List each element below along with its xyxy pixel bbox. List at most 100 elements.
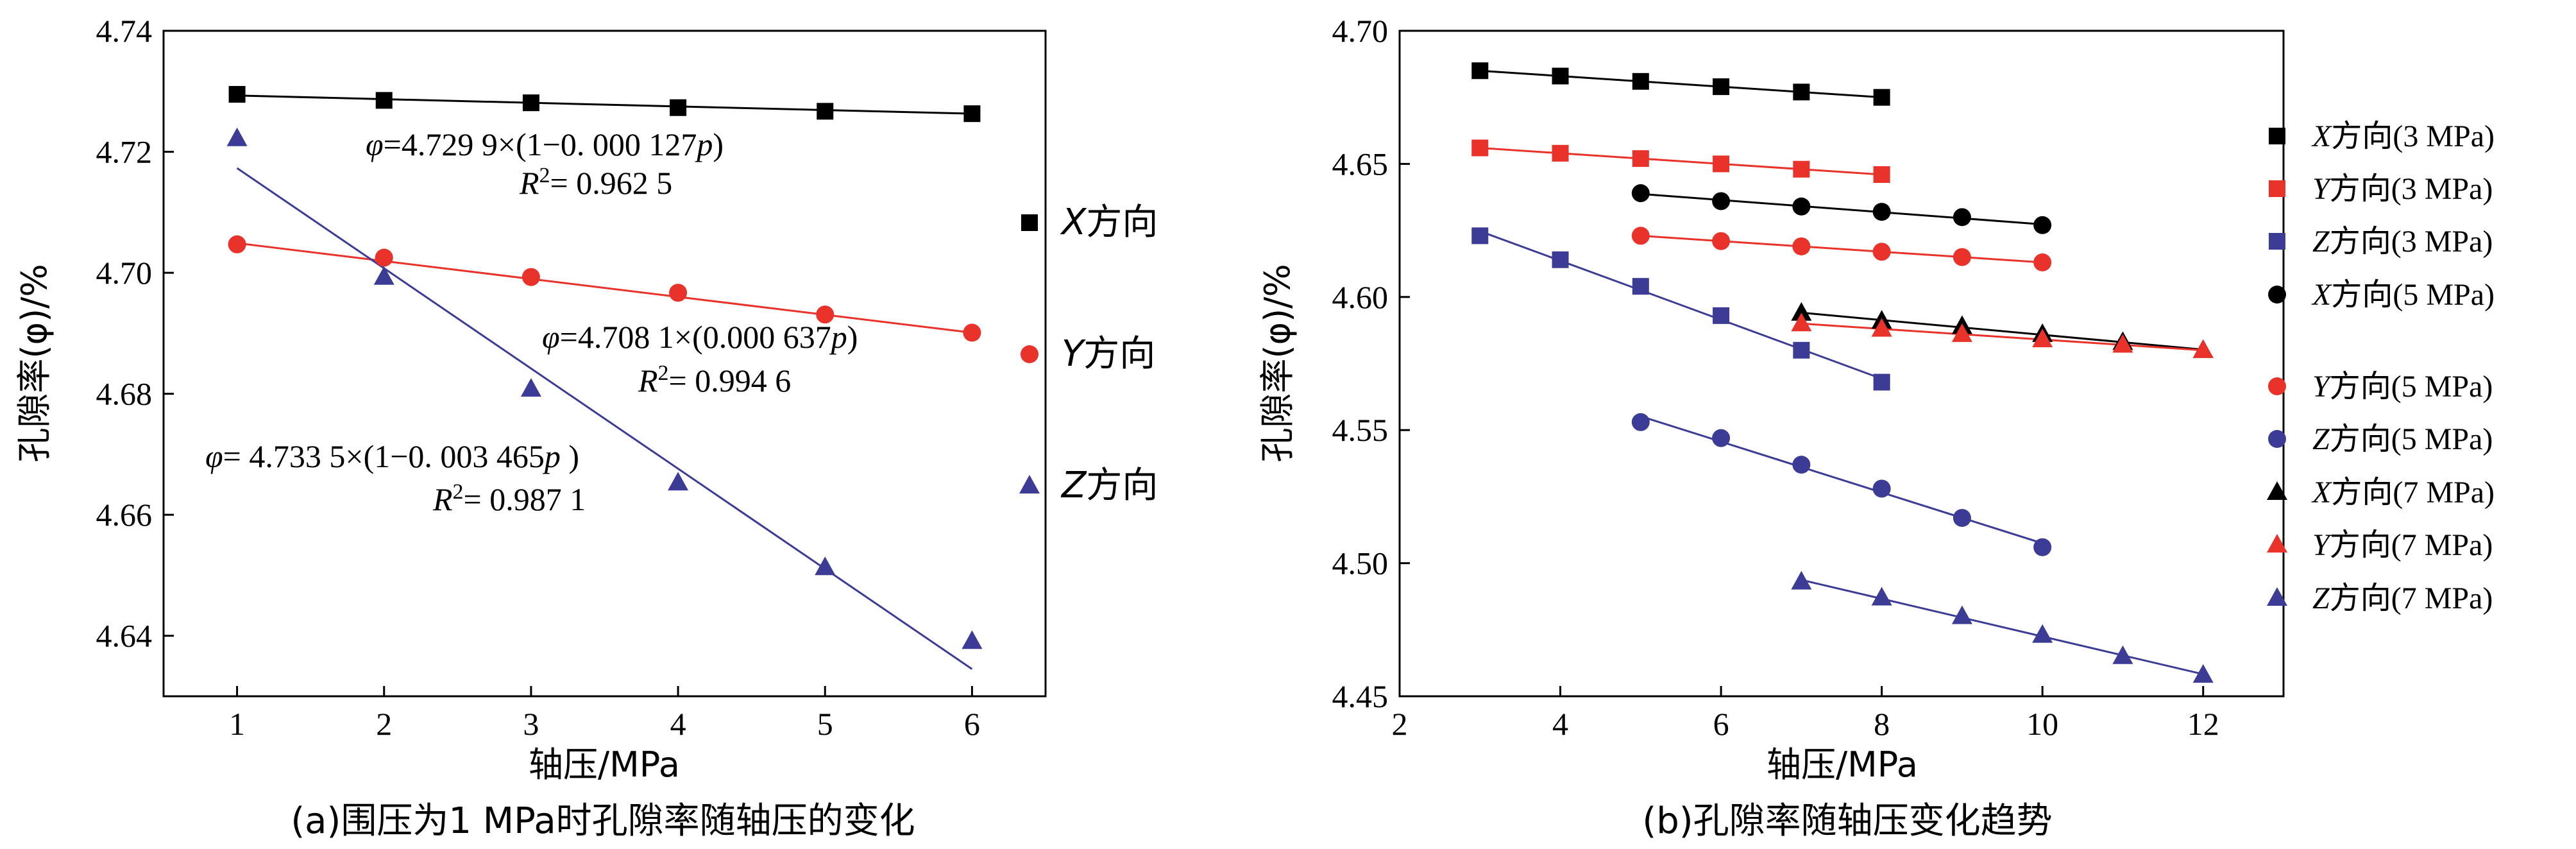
point-b — [1792, 197, 1811, 216]
fit-line-a — [237, 242, 972, 334]
point-b — [1632, 278, 1649, 295]
point-b — [1552, 251, 1569, 268]
point-b — [1713, 78, 1730, 96]
y-tick-label-a: 4.68 — [96, 376, 153, 412]
point-b — [2192, 664, 2214, 683]
point-a — [670, 99, 687, 116]
y-tick-label-a: 4.74 — [96, 13, 153, 49]
x-tick-label-a: 2 — [376, 706, 392, 742]
point-a — [962, 630, 983, 649]
point-b — [1791, 313, 1812, 332]
point-a — [375, 248, 393, 267]
fit-line-a — [237, 94, 972, 115]
point-b — [1471, 227, 1489, 244]
equation-line1-a: φ=4.729 9×(1−0. 000 127p) — [366, 126, 724, 162]
point-b — [2112, 334, 2133, 353]
legend-marker-b — [2267, 534, 2287, 553]
equation-line2-a: R2= 0.994 6 — [638, 361, 791, 399]
point-a — [228, 85, 246, 103]
point-b — [2032, 329, 2053, 348]
point-a — [373, 266, 394, 285]
y-tick-label-b: 4.65 — [1332, 146, 1389, 182]
point-b — [2033, 538, 2052, 556]
point-b — [1631, 413, 1650, 431]
legend-marker-b — [2267, 587, 2287, 606]
legend-label-b: Z方向(5 MPa) — [2312, 422, 2493, 456]
fit-line-b — [1640, 234, 2043, 264]
x-tick-label-b: 2 — [1392, 706, 1408, 742]
point-b — [2033, 216, 2052, 234]
point-a — [815, 556, 836, 576]
point-a — [816, 305, 835, 324]
legend-marker-a — [1021, 345, 1038, 363]
point-a — [226, 127, 248, 146]
y-tick-label-b: 4.70 — [1332, 13, 1389, 49]
data-marks-a — [226, 85, 983, 649]
point-b — [1793, 83, 1810, 101]
legend-marker-b — [2269, 233, 2285, 250]
y-tick-label-a: 4.70 — [96, 255, 153, 291]
x-tick-label-b: 8 — [1874, 706, 1890, 742]
legend-label-b: X方向(7 MPa) — [2311, 476, 2495, 510]
chart-panel-b: 2 4 6 8 10 12 4.45 4.50 4.55 4.60 4.65 4.70 X方向(3 M… — [1257, 13, 2495, 842]
equation-line2-a: R2= 0.987 1 — [432, 480, 586, 518]
plot-frame-b — [1398, 30, 2285, 698]
point-b — [2033, 253, 2052, 271]
point-a — [963, 105, 981, 123]
point-a — [522, 94, 539, 112]
point-b — [1552, 67, 1569, 85]
legend-marker-b — [2269, 180, 2285, 197]
x-tick-label-b: 12 — [2187, 706, 2219, 742]
fit-line-b — [1480, 69, 1882, 99]
axis-ticks-a: 1 2 3 4 5 6 4.64 4.66 4.68 4.70 4.72 4.74 — [96, 13, 980, 742]
legend-label-b: Z方向(3 MPa) — [2312, 225, 2493, 259]
x-tick-label-b: 6 — [1713, 706, 1729, 742]
caption-b: (b)孔隙率随轴压变化趋势 — [1642, 800, 2052, 842]
point-a — [375, 92, 393, 109]
point-b — [1871, 318, 1892, 337]
y-tick-label-b: 4.60 — [1332, 279, 1389, 315]
fit-line-b — [1480, 147, 1882, 176]
point-b — [1713, 155, 1730, 173]
point-b — [1953, 208, 1971, 227]
fit-lines-a — [236, 94, 973, 670]
chart-panel-a: 1 2 3 4 5 6 4.64 4.66 4.68 4.70 4.72 4.74 φ=4.729 9… — [14, 13, 1158, 842]
fit-line-b — [1801, 311, 2203, 351]
plot-frame-a — [162, 30, 1047, 698]
point-b — [1632, 73, 1649, 90]
legend-label-b: X方向(5 MPa) — [2311, 278, 2495, 312]
caption-a: (a)围压为1 MPa时孔隙率随轴压的变化 — [291, 800, 915, 842]
point-b — [1712, 232, 1731, 250]
fit-line-b — [1640, 193, 2043, 226]
equation-line2-a: R2= 0.962 5 — [519, 164, 672, 202]
point-b — [1793, 341, 1810, 359]
legend-label-a: Y方向 — [1062, 333, 1155, 375]
equation-line1-a: φ=4.708 1×(0.000 637p) — [542, 319, 858, 355]
legend-label-b: Y方向(5 MPa) — [2312, 370, 2493, 404]
fit-line-b — [1801, 579, 2204, 676]
x-tick-label-a: 3 — [523, 706, 539, 742]
point-b — [1712, 192, 1731, 210]
fit-line-b — [1640, 415, 2043, 545]
legend-marker-b — [2268, 430, 2286, 448]
legend-label-b: Y方向(7 MPa) — [2312, 528, 2493, 562]
legend-marker-b — [2269, 128, 2285, 144]
fit-line-b — [1801, 322, 2203, 352]
x-tick-label-a: 4 — [670, 706, 686, 742]
point-b — [1471, 139, 1489, 157]
point-b — [1873, 166, 1890, 183]
axis-ticks-b: 2 4 6 8 10 12 4.45 4.50 4.55 4.60 4.65 4.70 — [1332, 13, 2219, 742]
legend-label-b: Y方向(3 MPa) — [2312, 172, 2493, 206]
legend-marker-b — [2268, 377, 2286, 395]
point-b — [1872, 479, 1891, 498]
point-b — [1872, 203, 1891, 221]
y-tick-label-a: 4.66 — [96, 497, 153, 533]
point-b — [1951, 605, 1972, 624]
point-a — [668, 472, 689, 491]
fit-line-b — [1479, 230, 1883, 380]
legend-marker-a — [1021, 214, 1038, 231]
point-b — [1793, 160, 1810, 178]
y-tick-label-a: 4.64 — [96, 618, 153, 654]
legend-marker-b — [2268, 286, 2286, 304]
point-b — [1792, 237, 1811, 255]
